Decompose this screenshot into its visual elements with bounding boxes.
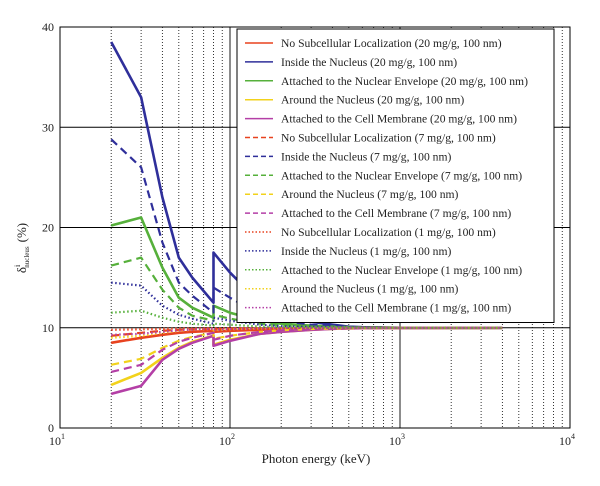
legend-label: No Subcellular Localization (1 mg/g, 100…	[281, 226, 496, 239]
series-line-4	[110, 326, 503, 387]
y-tick-label: 0	[48, 421, 54, 435]
series-line-12	[111, 281, 503, 329]
series-line-13	[111, 309, 503, 329]
legend-label: Around the Nucleus (7 mg/g, 100 nm)	[281, 188, 459, 201]
x-axis-label: Photon energy (keV)	[262, 451, 371, 466]
y-axis-label-superscript: i	[13, 264, 22, 267]
y-tick-label: 30	[42, 120, 54, 134]
y-tick-label: 10	[42, 321, 54, 335]
y-tick-label: 40	[42, 20, 54, 34]
legend-box	[236, 28, 555, 323]
x-tick-label: 103	[389, 432, 405, 448]
axis-ticks: 101 102 103 104 0 10 20 30 40	[42, 20, 575, 448]
legend: No Subcellular Localization (20 mg/g, 10…	[236, 28, 555, 323]
series-line-10	[110, 326, 503, 373]
y-axis-label-unit: (%)	[14, 223, 29, 243]
legend-label: Inside the Nucleus (20 mg/g, 100 nm)	[281, 56, 457, 69]
y-tick-label: 20	[42, 221, 54, 235]
x-tick-label: 104	[559, 432, 575, 448]
legend-label: Attached to the Nuclear Envelope (7 mg/g…	[281, 169, 522, 182]
series-line-8	[110, 256, 503, 329]
legend-label: Around the Nucleus (20 mg/g, 100 nm)	[281, 94, 464, 107]
y-axis-label-subscript: nucleus	[23, 246, 31, 268]
legend-label: Attached to the Nuclear Envelope (20 mg/…	[281, 75, 528, 88]
plot-area-frame	[59, 26, 571, 429]
legend-label: Attached to the Nuclear Envelope (1 mg/g…	[281, 264, 522, 277]
legend-label: Attached to the Cell Membrane (1 mg/g, 1…	[281, 302, 511, 315]
legend-label: No Subcellular Localization (7 mg/g, 100…	[281, 132, 496, 145]
y-axis-label: δinucleus (%)	[13, 223, 31, 273]
series-line-5	[110, 326, 503, 396]
legend-label: Around the Nucleus (1 mg/g, 100 nm)	[281, 283, 459, 296]
x-tick-label: 101	[49, 432, 65, 448]
legend-label: Inside the Nucleus (1 mg/g, 100 nm)	[281, 245, 451, 258]
series-lines	[110, 41, 503, 396]
legend-label: No Subcellular Localization (20 mg/g, 10…	[281, 37, 502, 50]
legend-label: Inside the Nucleus (7 mg/g, 100 nm)	[281, 150, 451, 163]
y-axis-label-symbol: δ	[14, 267, 29, 273]
svg-text:δinucleus(%): δinucleus (%)	[13, 223, 31, 273]
legend-label: Attached to the Cell Membrane (20 mg/g, …	[281, 113, 517, 126]
legend-label: Attached to the Cell Membrane (7 mg/g, 1…	[281, 207, 511, 220]
x-tick-label: 102	[219, 432, 235, 448]
